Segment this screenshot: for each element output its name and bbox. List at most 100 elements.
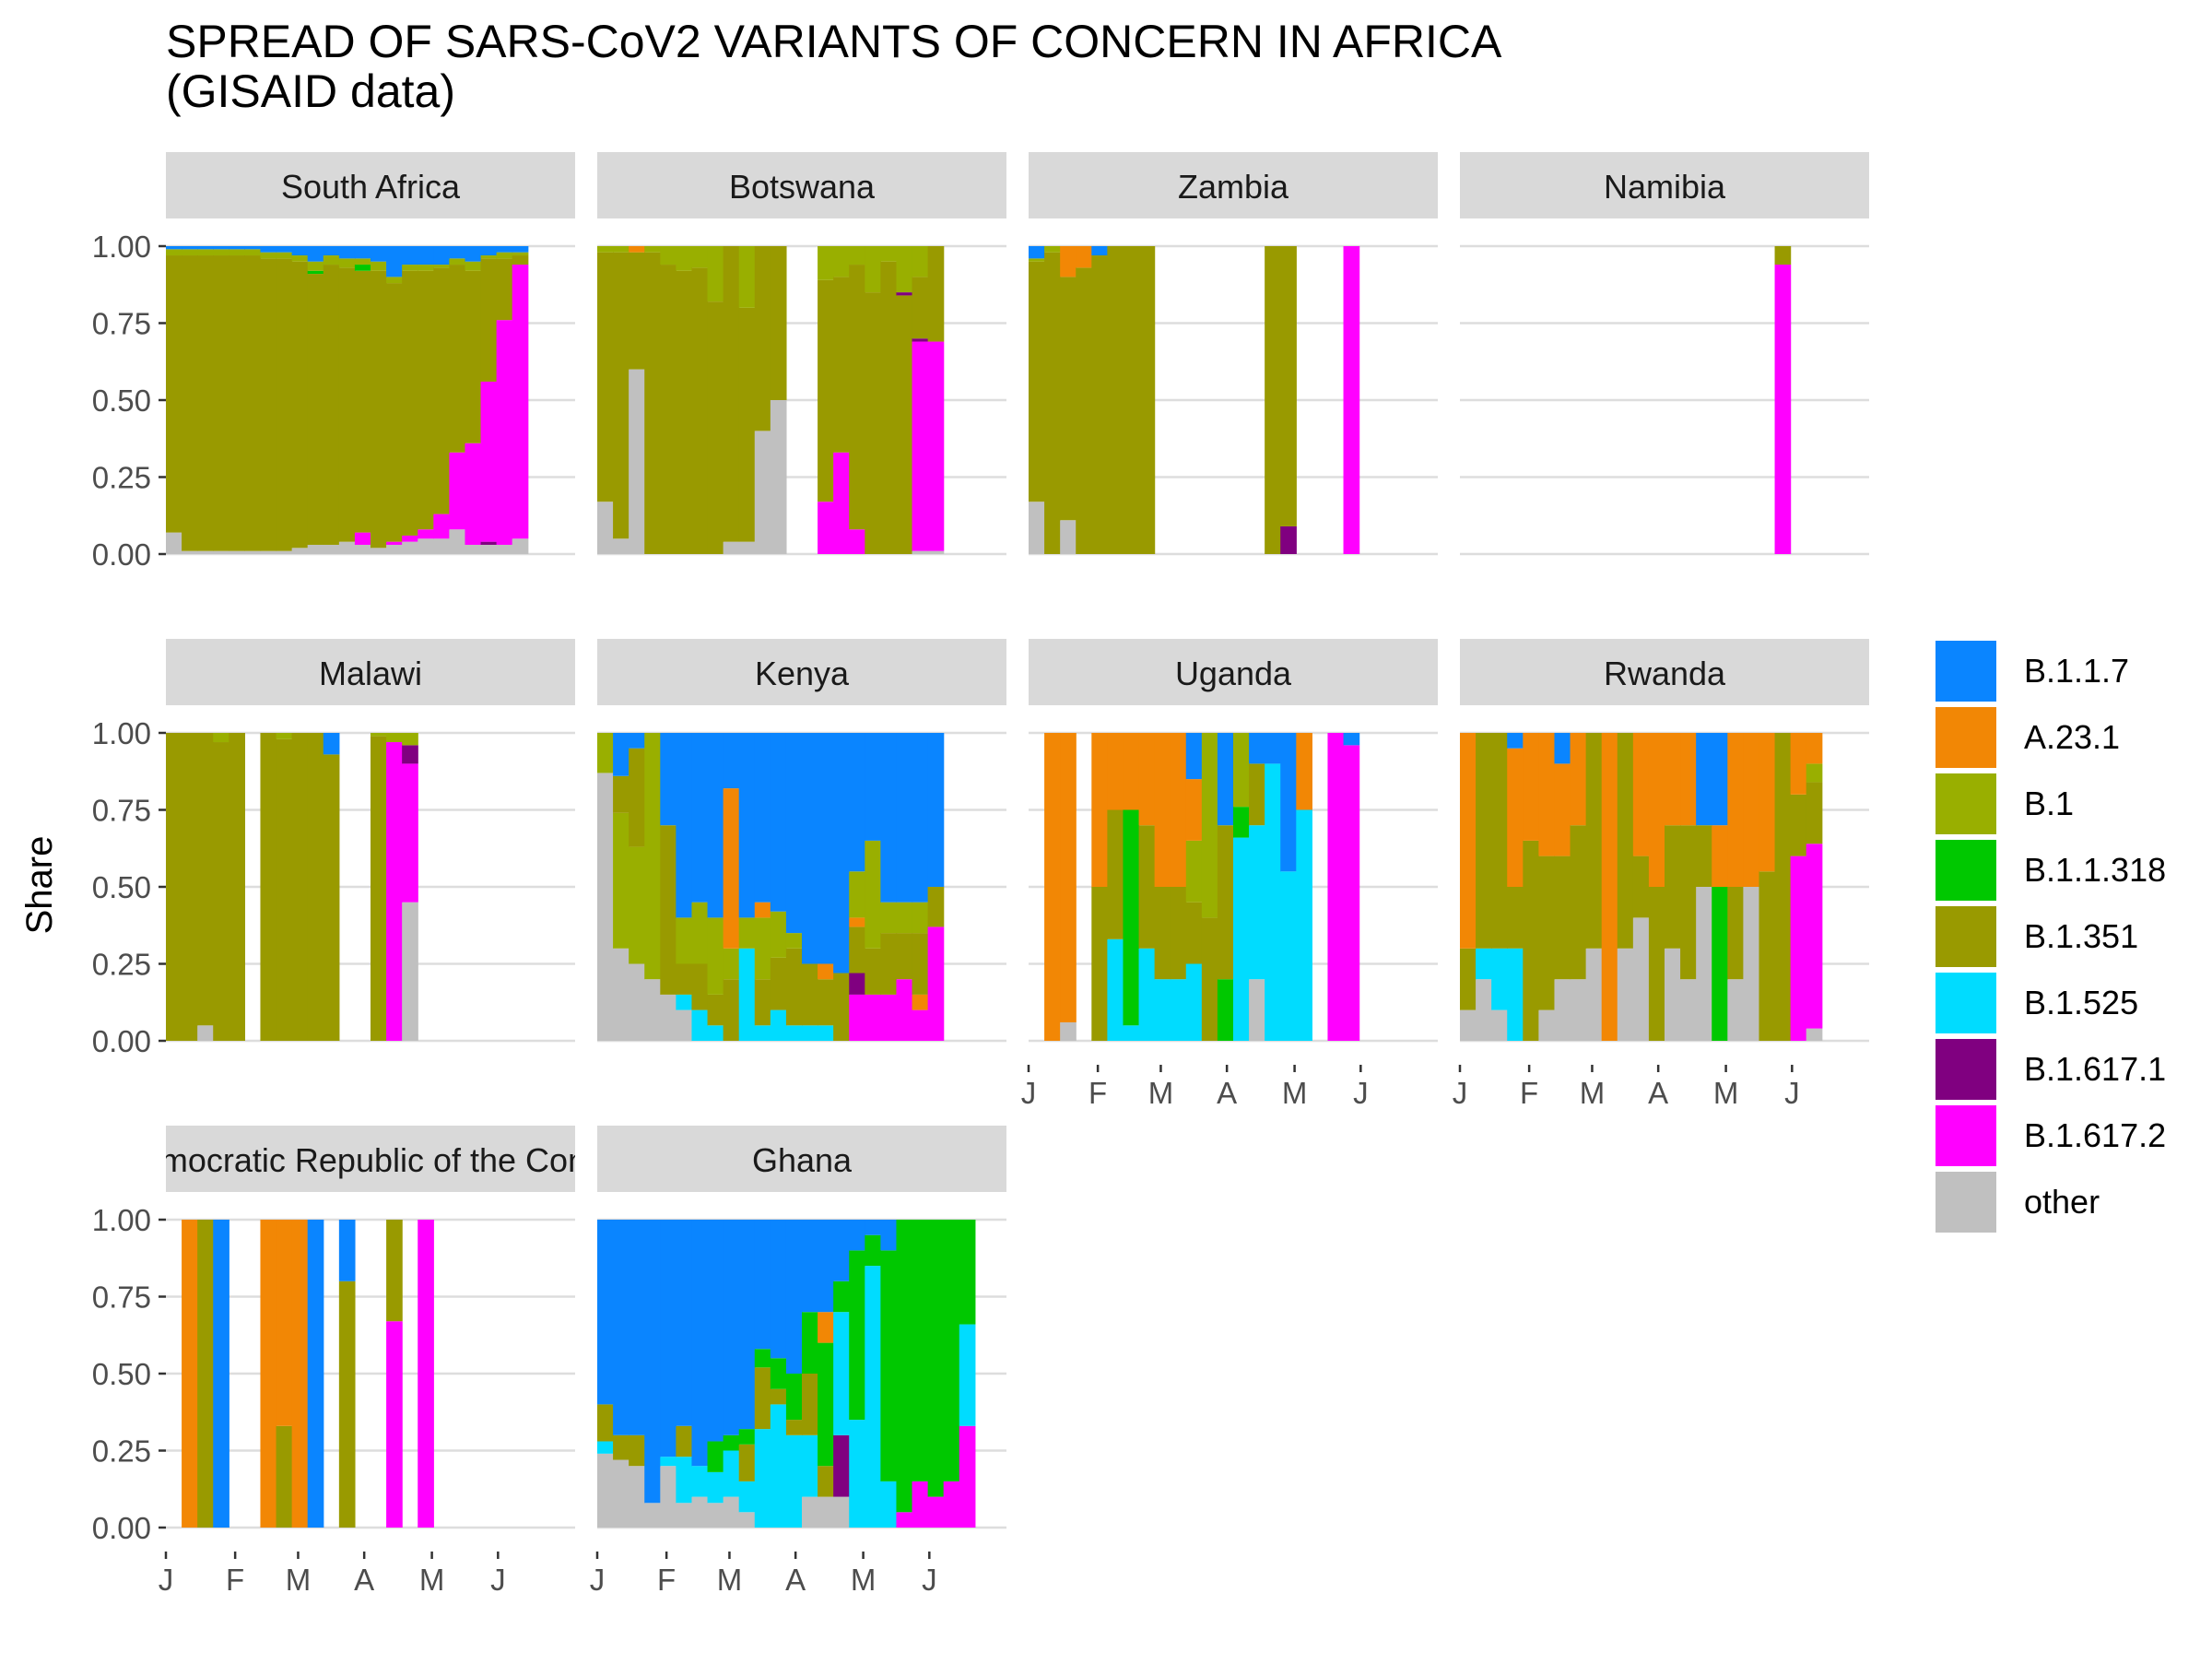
bar-segment-b-1-351 [182,255,198,551]
bar-segment-a-23-1 [1185,779,1203,841]
bar-segment-a-23-1 [912,994,929,1010]
chart-title: SPREAD OF SARS-CoV2 VARIANTS OF CONCERN … [166,16,1502,117]
bar-segment-b-1-525 [597,1441,614,1454]
bar-segment-b-1-1-318 [927,1220,945,1497]
bar-segment-other [1476,979,1492,1041]
bar-segment-b-1-351 [676,270,693,554]
bar-segment-b-1-617-2 [912,1481,929,1528]
bar-segment-b-1-617-1 [833,1434,850,1497]
bar-segment-a-23-1 [1507,748,1524,887]
bar-segment-b-1-1-318 [1217,979,1234,1041]
bar-segment-b-1-1-7 [770,733,787,912]
y-tick-label: 0.00 [92,537,151,572]
y-tick-label: 0.75 [92,1280,151,1315]
bar-segment-other [512,538,529,554]
bar-segment-b-1-1-318 [865,1234,881,1267]
bar-segment-b-1-351 [896,933,913,980]
bar-segment-b-1-1-7 [496,246,513,253]
y-tick-label: 0.75 [92,307,151,341]
y-tick-label: 1.00 [92,230,151,264]
bar-segment-b-1-351 [754,979,771,1026]
bar-segment-b-1-351 [660,825,677,995]
bar-segment-b-1-351 [1491,733,1508,949]
bar-segment-b-1-351 [770,246,787,400]
bar-segment-b-1-617-1 [402,745,418,764]
bar-segment-b-1-351 [213,742,229,1041]
bar-segment-b-1-1-7 [1507,733,1524,749]
x-tick-label: M [286,1563,312,1597]
bar-segment-b-1-351 [323,754,340,1041]
y-tick-label: 0.50 [92,870,151,904]
bar-segment-b-1-351 [1507,887,1524,949]
bar-segment-b-1 [260,252,277,259]
bar-segment-a-23-1 [723,788,740,949]
bar-segment-b-1-351 [676,1425,693,1457]
bar-segment-b-1-1-7 [707,1220,724,1442]
bar-segment-b-1-1-318 [1233,807,1250,838]
bar-segment-b-1-1-7 [480,246,498,256]
facet-strip [1460,639,1869,705]
bar-segment-b-1-1-7 [613,733,629,776]
bar-segment-a-23-1 [291,1220,309,1528]
bar-segment-b-1-617-2 [943,1481,960,1528]
bar-segment-other [1617,948,1634,1041]
bar-segment-b-1 [691,246,709,268]
bar-segment-b-1-1-7 [402,246,418,266]
bar-segment-b-1-525 [1296,809,1312,1041]
bar-segment-b-1-1-7 [613,1220,629,1435]
bar-segment-b-1-1-7 [1554,733,1571,764]
bar-segment-b-1-351 [785,948,803,1026]
bar-segment-b-1-351 [433,267,450,514]
bar-segment-b-1-1-7 [691,733,709,903]
bar-segment-b-1-525 [738,948,756,1041]
bar-segment-other [182,550,198,554]
bar-segment-b-1-617-1 [896,292,913,296]
bar-segment-b-1-1-7 [833,1220,850,1281]
bar-segment-b-1-525 [1170,979,1187,1041]
bar-segment-b-1-525 [1233,837,1250,1041]
bar-segment-a-23-1 [1712,825,1728,887]
bar-segment-b-1-617-2 [1790,856,1807,1041]
bar-segment-b-1 [213,249,229,256]
bar-segment-other [818,1496,834,1528]
bar-segment-other [307,544,324,554]
bar-segment-b-1-351 [291,261,309,549]
bar-segment-other [707,1503,724,1528]
bar-segment-b-1-351 [197,733,214,1026]
x-tick-label: M [1282,1076,1308,1110]
bar-segment-b-1-525 [738,1481,756,1513]
bar-segment-b-1-351 [660,265,677,554]
bar-segment-b-1-351 [449,265,466,453]
bar-segment-b-1-1-318 [723,1434,740,1451]
bar-segment-b-1-1-7 [276,246,293,253]
bar-segment-b-1 [880,246,898,262]
bar-segment-b-1-351 [770,1388,787,1405]
bar-segment-b-1 [707,917,724,995]
x-tick-label: J [590,1563,606,1597]
bar-segment-b-1-1-318 [785,1374,803,1421]
bar-segment-b-1-351 [818,279,834,502]
facet-label: Namibia [1604,168,1726,206]
bar-segment-b-1-525 [1280,871,1297,1041]
bar-segment-b-1-351 [1123,246,1140,554]
bar-segment-b-1 [166,249,182,256]
bar-segment-b-1-351 [1790,794,1807,856]
y-tick-label: 1.00 [92,1203,151,1237]
bar-segment-b-1-617-2 [418,529,434,539]
legend-key-b-1-351 [1936,906,1996,967]
x-tick-label: J [922,1563,937,1597]
bar-segment-b-1-1-7 [1712,733,1728,826]
bar-segment-b-1-351 [896,295,913,554]
bar-segment-b-1 [371,733,387,737]
bar-segment-b-1-1-7 [818,1220,834,1313]
bar-segment-b-1 [291,255,309,262]
bar-segment-b-1 [865,246,881,293]
x-tick-label: M [419,1563,445,1597]
bar-segment-other [338,541,356,554]
bar-segment-b-1-351 [597,1404,614,1442]
bar-segment-b-1 [244,249,262,256]
bar-segment-b-1 [849,871,865,918]
legend-label: B.1 [2024,785,2074,822]
title-line-1: (GISAID data) [166,65,455,117]
bar-segment-other [166,532,182,554]
